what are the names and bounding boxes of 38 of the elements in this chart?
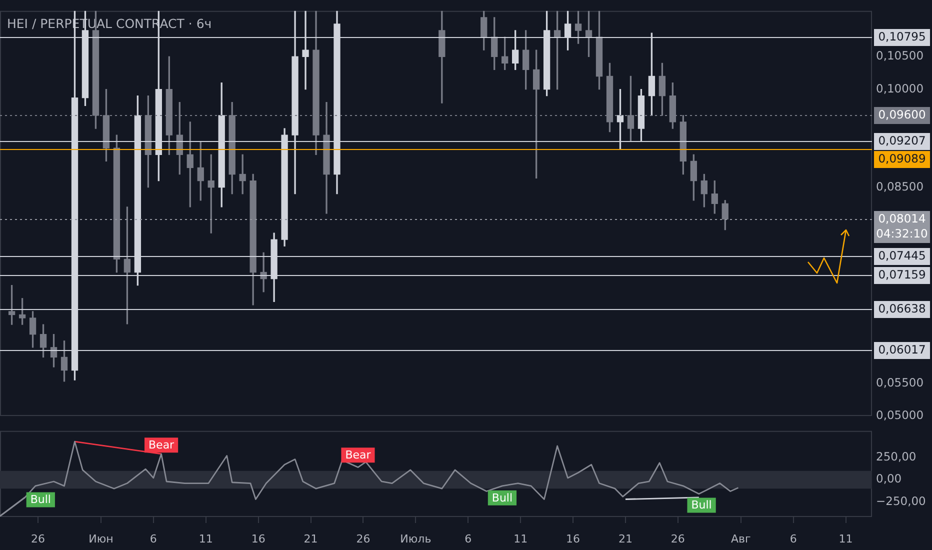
y-tick-label: 250,00 <box>876 450 916 464</box>
ref-line-label: 0,08014 04:32:10 <box>876 211 928 240</box>
x-tick-label: 11 <box>838 532 853 546</box>
y-tick-label: −250,00 <box>876 494 926 508</box>
y-tick-label: 0,10500 <box>876 48 924 63</box>
y-tick-label: 0,05500 <box>876 375 924 390</box>
ref-line-label: 0,06638 <box>878 301 926 316</box>
x-tick-label: Июль <box>400 532 432 546</box>
annotation: Bull <box>30 493 51 506</box>
annotation: Bull <box>492 491 513 504</box>
x-tick-label: 26 <box>31 532 46 546</box>
annotation: Bull <box>691 498 712 512</box>
y-tick-label: 0,10000 <box>876 81 924 96</box>
annotation: Bear <box>345 448 372 462</box>
x-tick-label: 6 <box>150 532 157 546</box>
annotation: Bear <box>148 438 175 452</box>
x-tick-label: 26 <box>356 532 370 546</box>
y-tick-label: 0,08500 <box>876 179 924 194</box>
ref-line-label: 0,09600 <box>878 107 926 122</box>
y-tick-label: 0,05000 <box>876 408 924 422</box>
y-tick-label: 0,00 <box>876 472 902 486</box>
x-tick-label: 16 <box>251 532 266 546</box>
ref-line-label: 0,07159 <box>878 267 926 282</box>
x-tick-label: 6 <box>464 532 472 546</box>
ref-line-label: 0,06017 <box>878 342 926 356</box>
x-tick-label: 26 <box>670 532 685 546</box>
ref-line-label: 0,09089 <box>878 151 926 166</box>
ref-line-label: 0,07445 <box>878 248 926 262</box>
x-tick-label: 11 <box>514 532 528 546</box>
x-tick-label: 21 <box>304 532 318 546</box>
ref-line-label: 0,10795 <box>878 29 926 44</box>
ref-line-label: 0,09207 <box>878 133 926 148</box>
x-tick-label: 11 <box>198 532 213 546</box>
x-tick-label: 6 <box>790 532 797 546</box>
x-tick-label: Июн <box>88 532 114 546</box>
x-tick-label: 21 <box>618 532 632 546</box>
x-tick-label: Авг <box>730 532 751 546</box>
x-tick-label: 16 <box>566 532 580 546</box>
